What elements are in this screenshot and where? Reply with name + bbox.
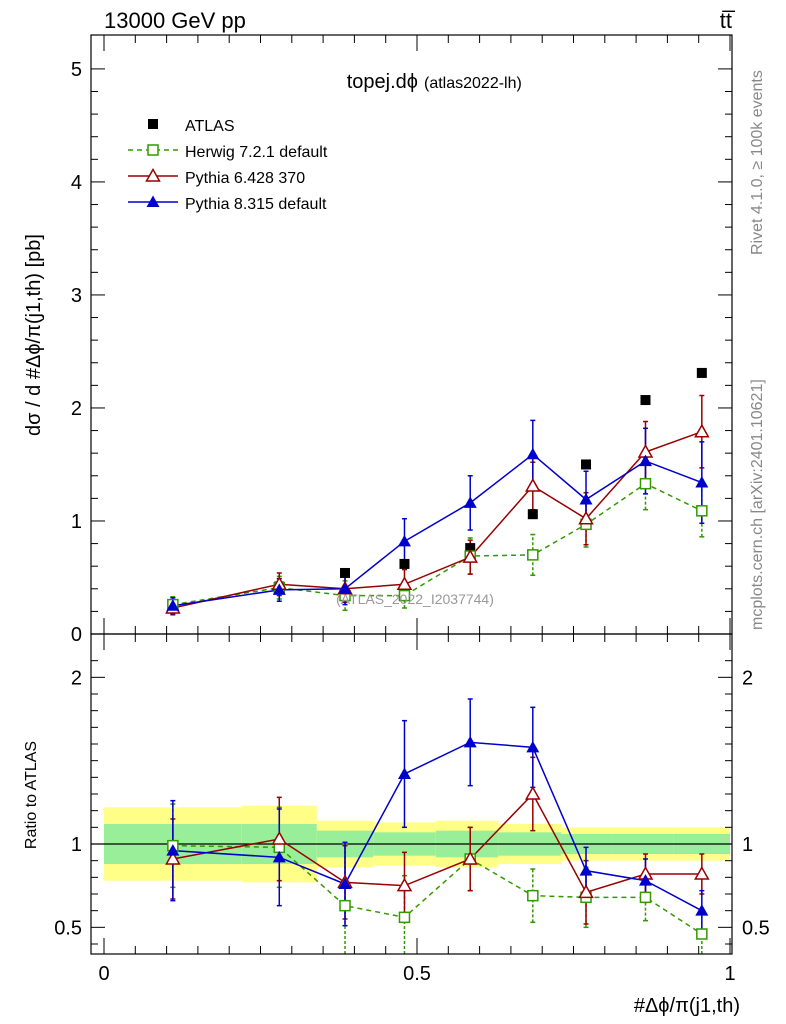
ratio-point-herwig-7-2-1-default bbox=[639, 891, 652, 904]
y-tick-label: 2 bbox=[71, 398, 82, 420]
ratio-axes: 0 0.5 1 0.5 0.5 1 1 2 2 bbox=[54, 634, 770, 985]
ratio-point-pythia-8-315-default bbox=[695, 904, 709, 916]
ratio-point-pythia-8-315-default bbox=[638, 874, 652, 886]
x-tick-label: 0.5 bbox=[403, 963, 431, 985]
data-point-pythia-6-428-370 bbox=[396, 576, 413, 591]
watermark: (ATLAS_2022_I2037744) bbox=[336, 591, 494, 607]
ratio-point-pythia-8-315-default bbox=[526, 740, 540, 753]
legend-pythia8: Pythia 8.315 default bbox=[185, 196, 327, 213]
legend-marker-pythia-8-315-default bbox=[146, 195, 160, 207]
data-point-pythia-6-428-370 bbox=[462, 549, 478, 563]
data-point-pythia-8-315-default bbox=[272, 583, 286, 595]
data-point-pythia-8-315-default bbox=[638, 454, 652, 467]
data-point-pythia-8-315-default bbox=[397, 534, 411, 547]
ratio-tick-label: 0.5 bbox=[54, 917, 82, 939]
data-point-atlas bbox=[340, 567, 351, 578]
data-point-pythia-8-315-default bbox=[579, 493, 593, 505]
legend-markers bbox=[128, 119, 178, 207]
data-point-pythia-6-428-370 bbox=[525, 477, 541, 492]
ratio-point-pythia-6-428-370 bbox=[396, 877, 413, 892]
data-point-pythia-8-315-default bbox=[526, 447, 540, 460]
legend-marker-herwig-7-2-1-default bbox=[147, 144, 159, 156]
ratio-point-herwig-7-2-1-default bbox=[339, 899, 351, 912]
ratio-point-herwig-7-2-1-default bbox=[696, 928, 708, 940]
y-tick-label: 5 bbox=[71, 59, 82, 81]
legend-herwig: Herwig 7.2.1 default bbox=[185, 144, 328, 161]
data-point-pythia-6-428-370 bbox=[578, 510, 594, 525]
legend: ATLAS Herwig 7.2.1 default Pythia 6.428 … bbox=[128, 118, 328, 213]
data-point-atlas bbox=[696, 367, 707, 378]
chart-subtitle: (atlas2022-lh) bbox=[424, 75, 522, 92]
ratio-point-herwig-7-2-1-default bbox=[527, 889, 539, 902]
data-point-herwig-7-2-1-default bbox=[398, 589, 411, 602]
data-point-pythia-8-315-default bbox=[463, 496, 477, 508]
series-line-herwig-7-2-1-default bbox=[172, 482, 703, 606]
y-tick-label: 4 bbox=[71, 172, 82, 194]
data-point-atlas bbox=[465, 543, 476, 554]
data-point-pythia-8-315-default bbox=[338, 582, 352, 594]
data-point-atlas bbox=[640, 395, 651, 406]
data-point-atlas bbox=[527, 509, 538, 520]
main-marks bbox=[165, 367, 710, 616]
x-tick-label: 1 bbox=[724, 963, 735, 985]
y-tick-label: 1 bbox=[71, 511, 82, 533]
legend-marker-pythia-6-428-370 bbox=[145, 167, 161, 182]
y-axis-label: dσ / d #Δϕ/π(j1,th) [pb] bbox=[23, 234, 45, 436]
ratio-point-pythia-6-428-370 bbox=[165, 850, 181, 865]
ratio-point-pythia-6-428-370 bbox=[694, 865, 710, 880]
ratio-point-pythia-8-315-default bbox=[338, 877, 352, 889]
data-point-pythia-8-315-default bbox=[695, 476, 709, 488]
header-right: tt̅ bbox=[720, 8, 736, 33]
ratio-point-pythia-6-428-370 bbox=[271, 830, 288, 845]
mcplots-label: mcplots.cern.ch [arXiv:2401.10621] bbox=[749, 379, 766, 630]
header-left: 13000 GeV pp bbox=[104, 8, 246, 33]
ratio-point-pythia-8-315-default bbox=[397, 767, 411, 779]
data-point-herwig-7-2-1-default bbox=[639, 477, 652, 490]
ratio-panel bbox=[91, 805, 732, 883]
ratio-marks bbox=[165, 698, 710, 954]
ratio-tick-label: 1 bbox=[71, 834, 82, 856]
series-line-pythia-6-428-370 bbox=[172, 430, 703, 609]
ratio-frame bbox=[90, 633, 733, 955]
ratio-point-herwig-7-2-1-default bbox=[398, 911, 411, 924]
y-tick-label: 3 bbox=[71, 285, 82, 307]
ratio-point-pythia-6-428-370 bbox=[462, 850, 478, 865]
ratio-point-pythia-6-428-370 bbox=[578, 884, 594, 899]
data-point-pythia-6-428-370 bbox=[694, 423, 710, 438]
ratio-point-pythia-6-428-370 bbox=[525, 785, 541, 800]
legend-pythia6: Pythia 6.428 370 bbox=[185, 170, 305, 187]
legend-marker-atlas bbox=[148, 119, 158, 129]
legend-atlas: ATLAS bbox=[185, 118, 235, 135]
chart-title: topej.dϕ bbox=[347, 71, 418, 93]
ratio-y-label: Ratio to ATLAS bbox=[23, 741, 40, 849]
ratio-point-pythia-8-315-default bbox=[272, 850, 286, 863]
ratio-tick-label-right: 1 bbox=[742, 834, 753, 856]
ratio-point-pythia-8-315-default bbox=[166, 844, 180, 856]
data-point-atlas bbox=[581, 459, 592, 470]
ratio-point-pythia-8-315-default bbox=[579, 864, 593, 876]
data-point-pythia-8-315-default bbox=[166, 599, 180, 611]
data-point-herwig-7-2-1-default bbox=[527, 549, 539, 561]
x-axis-label: #Δϕ/π(j1,th) bbox=[634, 995, 740, 1017]
y-tick-label: 0 bbox=[71, 624, 82, 646]
rivet-label: Rivet 4.1.0, ≥ 100k events bbox=[749, 70, 766, 255]
data-point-atlas bbox=[399, 558, 410, 569]
main-axes: 0 1 2 3 4 5 bbox=[71, 35, 732, 646]
x-tick-label: 0 bbox=[98, 963, 109, 985]
ratio-tick-label-right: 2 bbox=[742, 667, 753, 689]
data-point-herwig-7-2-1-default bbox=[696, 505, 708, 517]
ratio-tick-label: 2 bbox=[71, 667, 82, 689]
ratio-tick-label-right: 0.5 bbox=[742, 917, 770, 939]
ratio-point-pythia-8-315-default bbox=[463, 735, 477, 748]
